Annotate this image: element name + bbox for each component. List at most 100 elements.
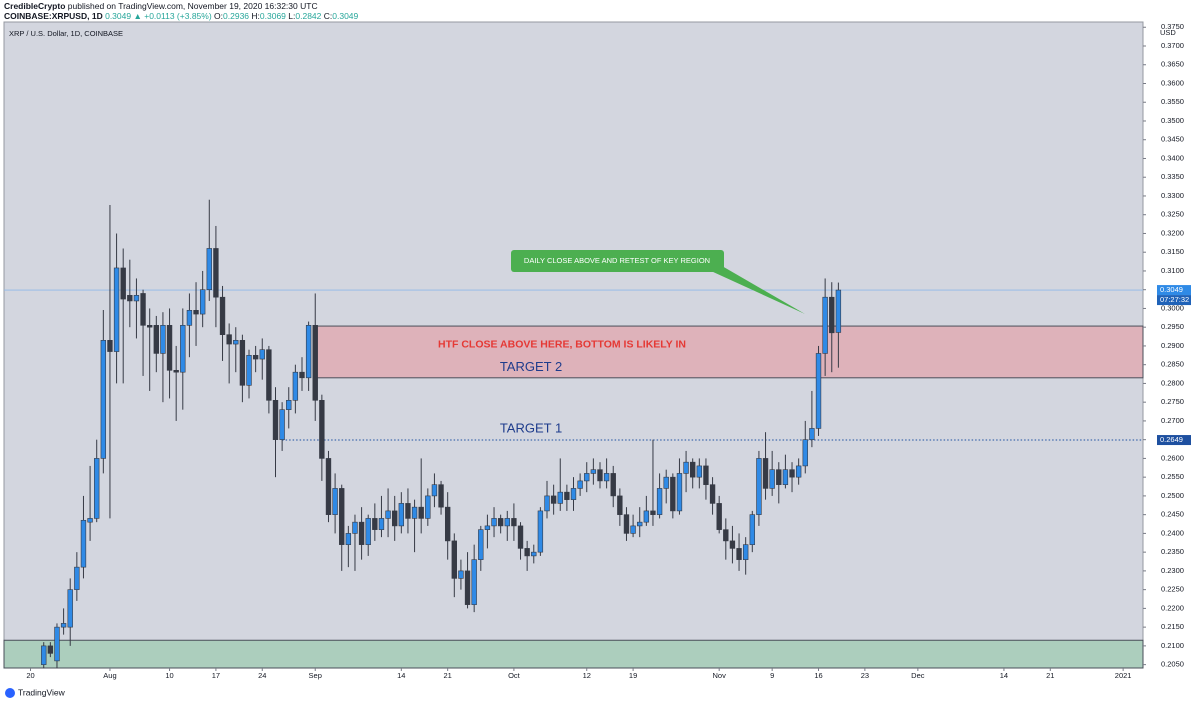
candle-body [140,293,146,326]
last-price-tag-text: 0.3049 [1160,285,1183,294]
candle-body [577,480,583,489]
y-tick-label: 0.2450 [1161,510,1184,519]
candle-body [325,458,332,515]
candle-body [74,566,80,590]
candle-body [186,310,193,326]
candle-body [835,289,842,333]
candle-body [782,469,789,485]
candle-body [458,570,464,579]
candle-body [623,514,630,534]
candle-body [107,340,113,352]
x-tick-label: 14 [397,671,405,680]
y-tick-label: 0.2400 [1161,528,1184,537]
candle-body [603,473,610,482]
candle-body [372,518,378,530]
footer-logo: TradingView [5,687,66,698]
x-tick-label: Nov [713,671,727,680]
candle-body [385,510,391,519]
candle-body [67,589,73,628]
candle-body [590,469,597,474]
y-tick-label: 0.2100 [1161,641,1184,650]
ohlc-label: C: [324,11,333,21]
candle-body [94,458,100,519]
candle-body [113,267,120,352]
candle-body [537,510,544,553]
target-2: TARGET 2 [500,359,562,374]
candle-body [166,325,173,371]
x-tick-label: 21 [1046,671,1054,680]
candle-body [756,458,762,515]
y-tick-label: 0.2700 [1161,416,1184,425]
chart-title: XRP / U.S. Dollar, 1D, COINBASE [9,29,123,38]
candle-body [497,518,504,527]
y-tick-label: 0.2250 [1161,585,1184,594]
candle-body [610,473,616,497]
candle-body [670,476,676,512]
candle-body [683,461,689,474]
candle-body [411,506,418,519]
y-tick-label: 0.3300 [1161,191,1184,200]
header-line-1: CredibleCrypto published on TradingView.… [4,1,318,11]
ohlc-label: H: [251,11,260,21]
ohlc-label: L: [288,11,295,21]
x-tick-label: Dec [911,671,925,680]
published: published on TradingView.com, November 1… [68,1,318,11]
last-price-tag [1157,285,1191,296]
candle-body [160,325,166,354]
candle-body [729,540,736,549]
candle-body [127,295,133,302]
candle-body [736,548,742,560]
candle-body [650,510,656,515]
change: ▲ +0.0113 (+3.85%) [133,11,211,21]
y-tick-label: 0.2900 [1161,341,1184,350]
y-tick-label: 0.3500 [1161,116,1184,125]
candle-body [630,525,636,534]
y-tick-label: 0.2950 [1161,322,1184,331]
candle-body [749,514,755,545]
candle-body [87,518,93,523]
candle-body [299,371,305,379]
red-zone [314,325,1144,379]
candle-body [286,400,292,410]
candle-body [676,473,683,512]
candle-body [491,518,497,527]
y-tick-label: 0.3650 [1161,60,1184,69]
last-price: 0.3049 [105,11,131,21]
candle-body [597,469,603,482]
y-tick-label: 0.3150 [1161,247,1184,256]
candle-body [504,518,510,527]
candle-body [557,491,563,504]
ohlc-value: 0.3069 [260,11,286,21]
ohlc-value: 0.2842 [295,11,321,21]
x-tick-label: 16 [814,671,822,680]
candle-body [478,529,484,560]
candle-body [444,506,451,542]
x-tick-label: 14 [1000,671,1008,680]
y-tick-label: 0.3100 [1161,266,1184,275]
y-tick-label: 0.2500 [1161,491,1184,500]
x-tick-label: 9 [770,671,774,680]
x-tick-label: Sep [309,671,322,680]
x-tick-label: 2021 [1115,671,1132,680]
candle-body [802,439,808,467]
y-tick-label: 0.2150 [1161,622,1184,631]
candle-body [133,295,140,302]
candle-body [550,495,557,504]
candle-body [206,248,212,290]
y-tick-label: 0.3350 [1161,172,1184,181]
logo-icon [5,688,15,698]
candle-body [345,533,352,545]
candle-body [47,645,54,654]
candle-body [226,334,232,345]
y-tick-label: 0.2750 [1161,397,1184,406]
candle-body [193,310,199,315]
candle-body [252,355,259,360]
candle-body [180,325,186,373]
candle-body [716,503,722,530]
y-tick-label: 0.2050 [1161,660,1184,669]
target-1: TARGET 1 [500,420,562,435]
candle-body [199,289,206,315]
candle-body [405,503,411,519]
candle-body [809,428,815,440]
